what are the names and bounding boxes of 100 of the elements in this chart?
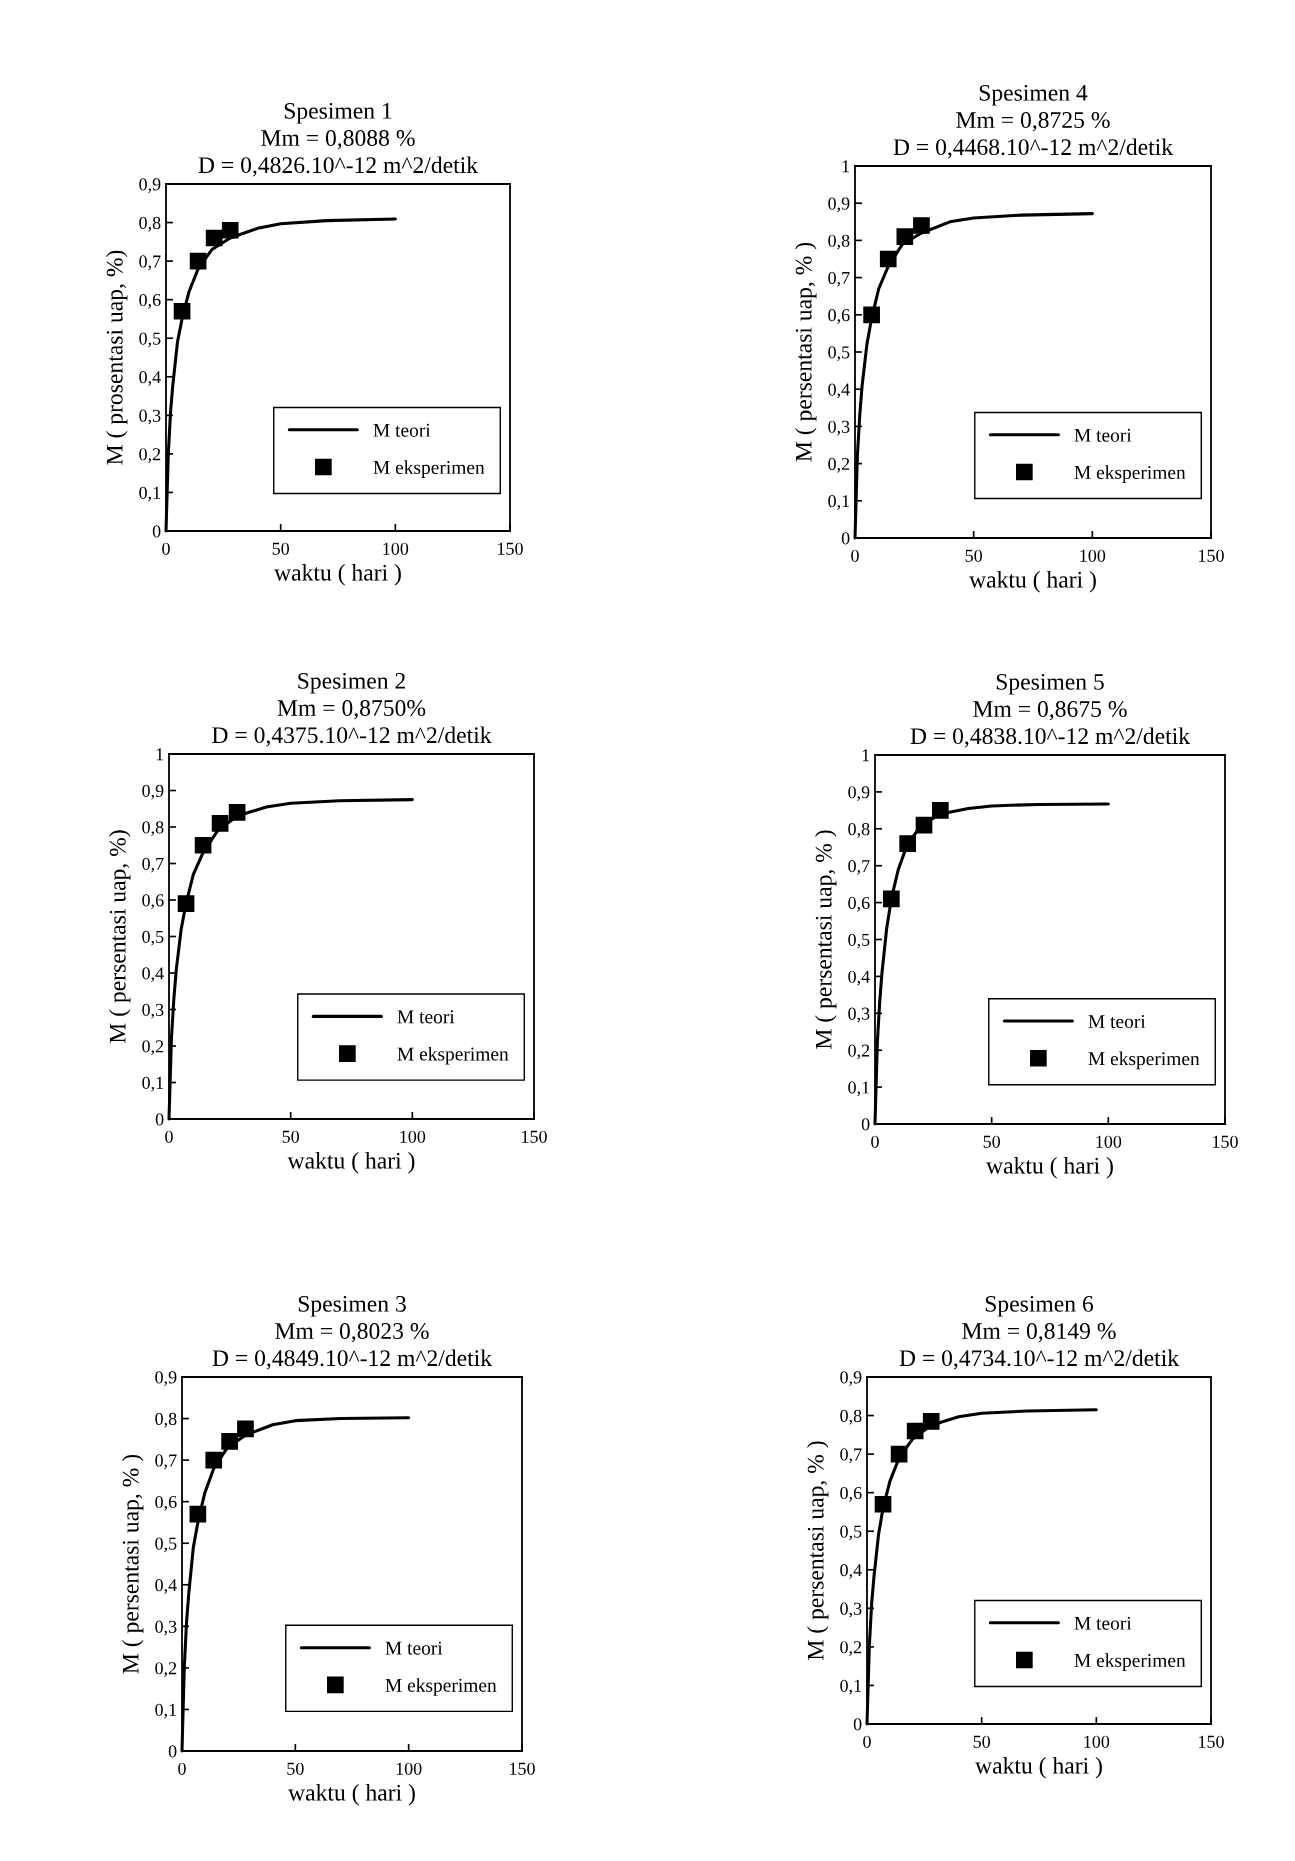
x-tick-label: 50 (287, 1762, 304, 1775)
x-tick-label: 100 (383, 542, 409, 555)
x-tick-label: 100 (1084, 1735, 1110, 1748)
x-tick-label: 50 (983, 1135, 1001, 1148)
y-tick-label: 0,3 (139, 409, 161, 425)
chart-title: Spesimen 5 Mm = 0,8675 % D = 0,4838.10^-12 m^2/detik (910, 673, 1191, 748)
y-tick-label: 0,3 (142, 1003, 164, 1019)
point (890, 1445, 908, 1463)
x-tick-label: 100 (400, 1130, 426, 1143)
y-tick-label: 0,1 (139, 486, 161, 502)
x-tick-label: 100 (1080, 549, 1106, 562)
point (177, 895, 195, 912)
x-axis-title: waktu ( hari ) (288, 1784, 415, 1806)
y-tick-label: 0,3 (155, 1620, 177, 1636)
y-axis-title: M ( persentasi uap, % ) (795, 242, 817, 462)
legend-label: M eksperimen (1074, 465, 1186, 483)
y-tick-label: 0,2 (139, 448, 161, 463)
y-tick-label: 0,4 (840, 1564, 862, 1579)
point (931, 802, 949, 819)
y-tick-label: 0,7 (848, 859, 870, 875)
chart-title: Spesimen 1 Mm = 0,8088 % D = 0,4826.10^-12 m^2/detik (198, 102, 479, 177)
x-tick-label: 150 (510, 1762, 535, 1775)
y-tick-label: 0,1 (848, 1081, 870, 1097)
y-tick-label: 0,1 (828, 495, 850, 510)
x-axis-title: waktu ( hari ) (287, 1152, 415, 1174)
legend-label: M teori (1074, 428, 1132, 442)
y-tick-label: 0,9 (139, 178, 161, 194)
y-axis-title: M ( persentasi uap, % ) (815, 830, 837, 1049)
y-tick-label: 0,3 (848, 1007, 870, 1023)
y-tick-label: 0 (155, 1113, 164, 1126)
y-axis-title: M ( persentasi uap, % ) (122, 1454, 144, 1674)
y-tick-label: 0,5 (142, 930, 164, 946)
y-tick-label: 0,2 (840, 1641, 862, 1656)
x-tick-label: 100 (396, 1762, 422, 1775)
y-tick-label: 1 (862, 749, 870, 762)
y-tick-label: 0,3 (828, 420, 850, 436)
y-tick-label: 0,6 (828, 309, 850, 324)
point (173, 302, 191, 320)
legend-label: M eksperimen (1074, 1653, 1186, 1671)
y-tick-label: 0,7 (139, 255, 161, 271)
y-tick-label: 0,9 (142, 784, 164, 800)
x-tick-label: 150 (498, 542, 523, 555)
point (913, 217, 930, 234)
chart-title: Spesimen 4 Mm = 0,8725 % D = 0,4468.10^-12 m^2/detik (893, 84, 1174, 159)
y-tick-label: 0,5 (155, 1537, 177, 1553)
y-tick-label: 0,5 (840, 1525, 862, 1541)
y-tick-label: 0 (861, 1118, 870, 1131)
legend-label: M teori (385, 1641, 443, 1655)
y-tick-label: 0 (168, 1745, 177, 1758)
y-tick-label: 0,9 (828, 197, 850, 213)
y-tick-label: 0,4 (828, 383, 850, 399)
point (863, 306, 880, 324)
y-tick-label: 0,1 (840, 1679, 862, 1695)
y-tick-label: 0,9 (155, 1371, 177, 1387)
point (874, 1495, 892, 1513)
legend-label: M eksperimen (1088, 1051, 1200, 1070)
legend-label: M eksperimen (385, 1678, 497, 1696)
y-tick-label: 0,7 (155, 1454, 177, 1470)
y-tick-label: 0,1 (155, 1703, 177, 1719)
y-tick-label: 0 (152, 525, 161, 538)
y-tick-label: 1 (842, 160, 850, 173)
y-tick-label: 0,5 (848, 933, 870, 949)
point (237, 1420, 254, 1438)
x-axis-title: waktu ( hari ) (986, 1157, 1113, 1179)
y-tick-label: 0,4 (848, 970, 870, 986)
point (221, 221, 239, 239)
point (922, 1412, 940, 1430)
x-tick-label: 150 (1199, 549, 1224, 562)
y-tick-label: 0,2 (848, 1044, 870, 1060)
point (205, 229, 223, 247)
y-tick-label: 0,5 (828, 346, 850, 362)
x-tick-label: 50 (965, 549, 983, 562)
y-axis-title: M ( persentasi uap, %) (109, 830, 131, 1044)
x-tick-label: 0 (871, 1135, 879, 1148)
point (205, 1451, 223, 1469)
y-tick-label: 0,6 (840, 1486, 862, 1502)
chart-title: Spesimen 3 Mm = 0,8023 % D = 0,4849.10^-12 m^2/detik (212, 1295, 493, 1370)
legend-label: M eksperimen (373, 460, 485, 478)
y-tick-label: 0,7 (840, 1448, 862, 1464)
x-tick-label: 100 (1096, 1135, 1122, 1148)
x-axis-title: waktu ( hari ) (975, 1757, 1102, 1779)
y-tick-label: 0,7 (142, 857, 164, 873)
x-tick-label: 50 (272, 542, 290, 555)
y-tick-label: 0,8 (139, 216, 161, 232)
legend-label: M teori (397, 1010, 455, 1024)
point (228, 804, 246, 821)
chart-title: Spesimen 6 Mm = 0,8149 % D = 0,4734.10^-12 m^2/detik (899, 1295, 1180, 1370)
point (221, 1433, 238, 1450)
y-tick-label: 1 (156, 748, 164, 761)
y-tick-label: 0,9 (840, 1371, 862, 1387)
point (882, 890, 900, 908)
y-tick-label: 0,2 (828, 457, 850, 473)
x-axis-title: waktu ( hari ) (274, 564, 401, 586)
y-tick-label: 0,5 (139, 332, 161, 348)
y-tick-label: 0,6 (142, 894, 164, 910)
y-tick-label: 0 (853, 1718, 862, 1731)
y-tick-label: 0,6 (848, 896, 870, 912)
x-tick-label: 0 (178, 1762, 186, 1775)
point (906, 1422, 924, 1440)
y-tick-label: 0,8 (848, 823, 870, 838)
